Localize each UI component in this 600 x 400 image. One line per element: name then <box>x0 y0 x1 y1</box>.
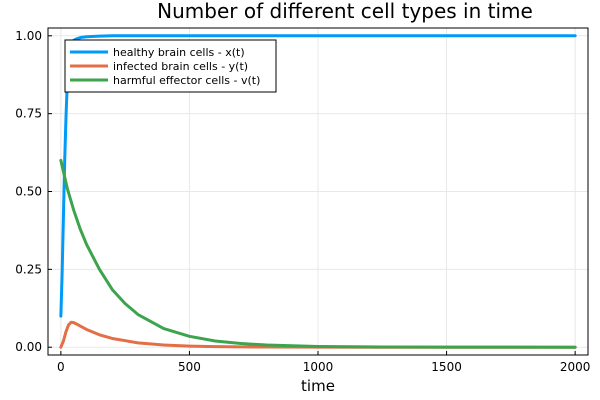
series-line-3 <box>59 158 577 349</box>
x-tick-label: 1000 <box>303 360 334 374</box>
y-tick-label: 1.00 <box>15 29 42 43</box>
x-tick-label: 0 <box>57 360 65 374</box>
x-tick-label: 2000 <box>560 360 591 374</box>
legend: healthy brain cells - x(t)infected brain… <box>64 39 277 93</box>
legend-entry: healthy brain cells - x(t) <box>113 46 245 59</box>
y-axis-ticks: 0.00 0.25 0.50 0.75 1.00 <box>15 29 52 354</box>
y-tick-label: 0.50 <box>15 185 42 199</box>
series-line-2 <box>59 320 577 349</box>
chart-title: Number of different cell types in time <box>157 0 533 23</box>
y-tick-label: 0.75 <box>15 107 42 121</box>
x-tick-label: 1500 <box>431 360 462 374</box>
legend-entry: harmful effector cells - v(t) <box>113 74 260 87</box>
y-tick-label: 0.25 <box>15 262 42 276</box>
legend-entry: infected brain cells - y(t) <box>113 60 248 73</box>
x-axis-label: time <box>301 377 335 395</box>
x-tick-label: 500 <box>178 360 201 374</box>
x-axis-ticks: 0 500 1000 1500 2000 <box>57 351 590 374</box>
y-tick-label: 0.00 <box>15 340 42 354</box>
